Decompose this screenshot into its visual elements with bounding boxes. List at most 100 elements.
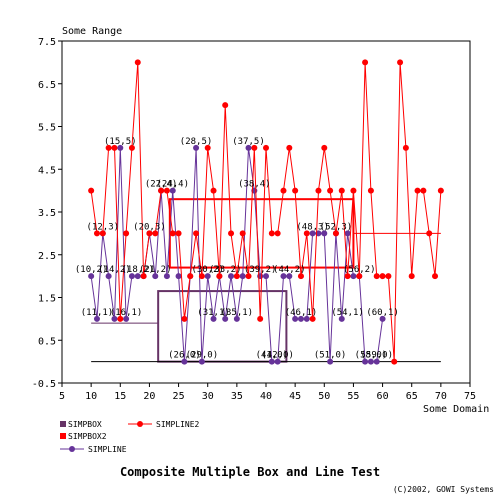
simpline2-point (257, 315, 264, 322)
y-tick-label: -0.5 (32, 379, 56, 390)
simpline-point (88, 273, 95, 280)
simpline2-point (362, 59, 369, 66)
simpline2-point (338, 187, 345, 194)
simpline2-point (344, 273, 351, 280)
simpline2-point (204, 144, 211, 151)
simpline2-point (437, 187, 444, 194)
simpline-point (268, 358, 275, 365)
simpline-point (169, 187, 176, 194)
simpline-point (245, 144, 252, 151)
data-label: (56,2) (343, 265, 376, 275)
legend: SIMPBOX SIMPBOX2 SIMPLINE SIMPLINE2 (60, 420, 200, 454)
simpline2-point (251, 144, 258, 151)
data-label: (59,0) (360, 351, 393, 361)
data-label: (22,4) (145, 180, 178, 190)
simpline2-point (169, 230, 176, 237)
x-tick-label: 20 (143, 391, 155, 402)
y-axis-title: Some Range (62, 26, 122, 37)
simpline-point (204, 273, 211, 280)
data-label: (44,2) (273, 265, 306, 275)
simpline2-point (158, 187, 165, 194)
simpline-point (163, 273, 170, 280)
simpline2-point (356, 273, 363, 280)
simpline2-point (332, 230, 339, 237)
simpline-point (373, 358, 380, 365)
simpline2-point (263, 144, 269, 151)
data-label: (21,2) (139, 265, 172, 275)
simpline-point (222, 315, 229, 322)
simpline2-point (373, 273, 380, 280)
data-label: (11,1) (81, 308, 114, 318)
simpline2-point (233, 273, 240, 280)
simpline-point (210, 315, 217, 322)
data-label: (15,5) (104, 137, 137, 147)
simpline2-point (88, 187, 95, 194)
y-tick-label: 4.5 (38, 165, 56, 176)
simpline-point (233, 315, 240, 322)
data-label: (39,2) (244, 265, 277, 275)
data-label: (41,0) (256, 351, 289, 361)
x-tick-label: 75 (464, 391, 476, 402)
simpline2-point (432, 273, 439, 280)
data-label: (24,4) (156, 180, 189, 190)
simpline-point (193, 144, 200, 151)
simpline-legend-label: SIMPLINE (88, 445, 127, 454)
simpline2-point (111, 144, 118, 151)
simpbox-legend-label: SIMPBOX (68, 420, 102, 429)
chart-title: Composite Multiple Box and Line Test (120, 465, 380, 479)
simpline2-point (379, 273, 386, 280)
simpline2-point (210, 187, 217, 194)
simpline2-legend-marker (137, 421, 143, 427)
simpline2-point (198, 273, 205, 280)
data-label: (18,2) (122, 265, 155, 275)
x-tick-label: 70 (435, 391, 447, 402)
data-label: (54,1) (331, 308, 364, 318)
simpline-point (362, 358, 369, 365)
data-label: (33,2) (209, 265, 242, 275)
simpline-point (239, 273, 246, 280)
simpline-point (123, 315, 130, 322)
x-axis-title: Some Domain (423, 404, 489, 415)
y-tick-label: 1.5 (38, 294, 56, 305)
data-label: (38,4) (238, 180, 271, 190)
data-label: (35,1) (221, 308, 254, 318)
chart-credit: (C)2002, GOWI Systems (393, 485, 494, 494)
simpline-point (344, 230, 351, 237)
x-tick-label: 45 (289, 391, 301, 402)
simpline-point (280, 273, 287, 280)
simpline-point (350, 273, 357, 280)
simpline-legend-marker (69, 446, 75, 452)
x-tick-label: 35 (231, 391, 243, 402)
simpline-point (327, 358, 334, 365)
simpline2-point (367, 187, 374, 194)
simpline2-point (222, 102, 229, 109)
simpline2-point (426, 230, 433, 237)
simpline2-point (117, 315, 124, 322)
simpline2-point (146, 230, 153, 237)
simpline2-point (93, 230, 100, 237)
simpline2-point (408, 273, 415, 280)
x-tick-label: 50 (318, 391, 330, 402)
data-label: (31,1) (197, 308, 230, 318)
simpline2-point (391, 358, 398, 365)
simpline2-point (105, 144, 112, 151)
simpline-point (263, 273, 269, 280)
data-label: (42,0) (261, 351, 294, 361)
simpline-point (152, 273, 159, 280)
simpline-point (297, 315, 304, 322)
simpline2-point (297, 273, 304, 280)
simpline2-point (228, 230, 235, 237)
simpline2-point (268, 230, 275, 237)
simpline-point (309, 230, 316, 237)
y-tick-label: 0.5 (38, 336, 56, 347)
plot-background (61, 40, 471, 384)
simpbox-legend-swatch (60, 421, 66, 427)
data-label: (51,0) (314, 351, 347, 361)
data-label: (37,5) (232, 137, 265, 147)
x-tick-label: 25 (173, 391, 185, 402)
simpbox2-legend-label: SIMPBOX2 (68, 432, 107, 441)
x-tick-label: 55 (347, 391, 359, 402)
simpline2-point (163, 187, 170, 194)
simpline2-point (239, 230, 246, 237)
